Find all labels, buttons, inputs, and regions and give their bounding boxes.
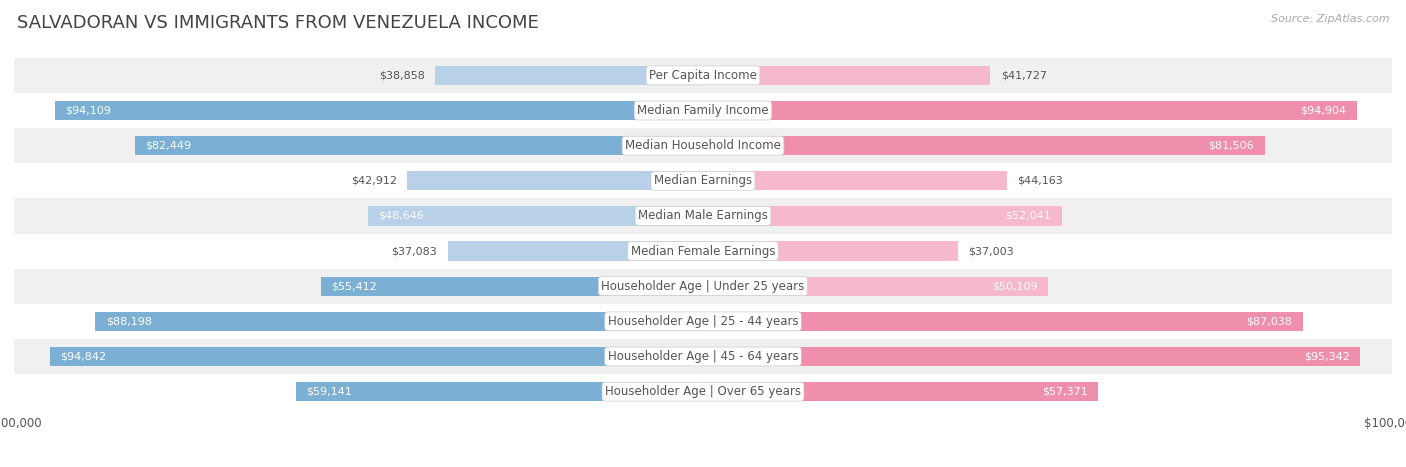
- Bar: [14, 58, 1392, 93]
- Bar: [368, 206, 703, 226]
- Bar: [55, 101, 703, 120]
- Bar: [703, 276, 1049, 296]
- Text: $44,163: $44,163: [1018, 176, 1063, 186]
- Bar: [14, 163, 1392, 198]
- Text: Householder Age | Over 65 years: Householder Age | Over 65 years: [605, 385, 801, 398]
- Bar: [703, 171, 1007, 191]
- Text: Median Family Income: Median Family Income: [637, 104, 769, 117]
- Bar: [703, 382, 1098, 401]
- Text: $95,342: $95,342: [1303, 352, 1350, 361]
- Text: Median Female Earnings: Median Female Earnings: [631, 245, 775, 258]
- Bar: [703, 136, 1264, 156]
- Bar: [14, 374, 1392, 409]
- Text: $48,646: $48,646: [378, 211, 425, 221]
- Text: $37,083: $37,083: [391, 246, 437, 256]
- Text: $55,412: $55,412: [332, 281, 377, 291]
- Bar: [14, 198, 1392, 234]
- Text: Householder Age | 25 - 44 years: Householder Age | 25 - 44 years: [607, 315, 799, 328]
- Text: $88,198: $88,198: [105, 316, 152, 326]
- Text: Median Male Earnings: Median Male Earnings: [638, 209, 768, 222]
- Bar: [14, 234, 1392, 269]
- Text: $94,109: $94,109: [65, 106, 111, 115]
- Text: Median Household Income: Median Household Income: [626, 139, 780, 152]
- Bar: [14, 128, 1392, 163]
- Bar: [703, 241, 957, 261]
- Text: $37,003: $37,003: [969, 246, 1014, 256]
- Text: $94,842: $94,842: [60, 352, 105, 361]
- Bar: [49, 347, 703, 366]
- Text: $57,371: $57,371: [1042, 387, 1088, 396]
- Text: $87,038: $87,038: [1247, 316, 1292, 326]
- Text: $94,904: $94,904: [1301, 106, 1347, 115]
- Bar: [703, 347, 1360, 366]
- Text: Householder Age | Under 25 years: Householder Age | Under 25 years: [602, 280, 804, 293]
- Bar: [703, 206, 1062, 226]
- Text: Householder Age | 45 - 64 years: Householder Age | 45 - 64 years: [607, 350, 799, 363]
- Text: Median Earnings: Median Earnings: [654, 174, 752, 187]
- Text: $59,141: $59,141: [307, 387, 352, 396]
- Text: $82,449: $82,449: [145, 141, 191, 151]
- Bar: [703, 101, 1357, 120]
- Bar: [436, 66, 703, 85]
- Text: $41,727: $41,727: [1001, 71, 1047, 80]
- Text: $50,109: $50,109: [993, 281, 1038, 291]
- Bar: [703, 311, 1302, 331]
- Bar: [408, 171, 703, 191]
- Bar: [135, 136, 703, 156]
- Bar: [14, 93, 1392, 128]
- Bar: [14, 339, 1392, 374]
- Bar: [703, 66, 990, 85]
- Bar: [96, 311, 703, 331]
- Text: $42,912: $42,912: [352, 176, 396, 186]
- Bar: [14, 269, 1392, 304]
- Bar: [295, 382, 703, 401]
- Text: Per Capita Income: Per Capita Income: [650, 69, 756, 82]
- Bar: [14, 304, 1392, 339]
- Text: $38,858: $38,858: [380, 71, 425, 80]
- Bar: [321, 276, 703, 296]
- Text: $52,041: $52,041: [1005, 211, 1052, 221]
- Text: Source: ZipAtlas.com: Source: ZipAtlas.com: [1271, 14, 1389, 24]
- Bar: [447, 241, 703, 261]
- Text: SALVADORAN VS IMMIGRANTS FROM VENEZUELA INCOME: SALVADORAN VS IMMIGRANTS FROM VENEZUELA …: [17, 14, 538, 32]
- Text: $81,506: $81,506: [1209, 141, 1254, 151]
